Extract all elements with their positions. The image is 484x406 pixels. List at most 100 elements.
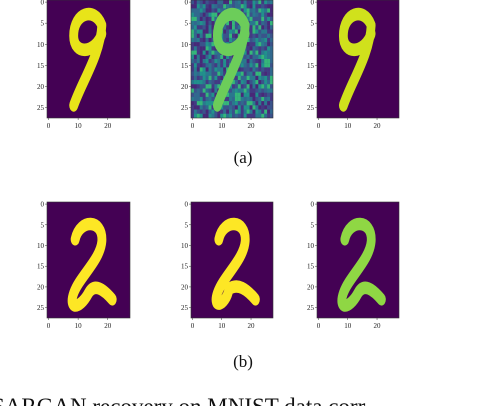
y-tick-label: 0 [41,201,45,209]
noise-pixel [193,0,197,5]
noise-pixel [237,92,241,97]
noise-pixel [214,92,218,97]
noise-pixel [191,88,194,93]
noise-pixel [249,80,253,85]
noise-pixel [237,80,241,85]
noise-pixel [255,25,259,30]
noise-pixel [270,54,273,59]
noise-pixel [232,25,235,30]
image-panel [317,0,399,118]
noise-pixel [202,25,206,30]
noise-pixel [196,101,200,106]
noise-pixel [264,46,268,51]
noise-pixel [191,75,194,81]
noise-pixel [205,80,209,85]
noise-pixel [199,21,203,26]
noise-pixel [220,113,224,118]
y-tick-label: 15 [181,62,189,70]
noise-pixel [208,46,212,51]
noise-pixel [208,101,212,106]
noise-pixel [211,71,215,76]
noise-pixel [191,101,194,106]
noise-pixel [246,80,250,85]
noise-pixel [193,4,197,9]
noise-pixel [249,59,253,64]
noise-pixel [252,113,256,118]
noise-pixel [252,105,256,110]
noise-pixel [270,80,273,85]
noise-pixel [232,84,235,89]
x-tick-label: 0 [191,122,195,130]
noise-pixel [199,37,203,43]
noise-pixel [229,59,232,64]
noise-pixel [234,4,238,9]
noise-pixel [270,16,273,22]
noise-pixel [208,109,212,114]
noise-pixel [208,63,212,68]
noise-pixel [258,84,262,89]
noise-pixel [255,96,259,102]
noise-pixel [240,0,244,5]
noise-pixel [226,109,230,114]
noise-pixel [267,4,271,9]
noise-pixel [267,12,271,17]
noise-pixel [246,0,250,5]
noise-pixel [258,37,262,43]
noise-pixel [258,63,262,68]
noise-pixel [270,46,273,51]
digit-stroke [337,217,386,312]
noise-pixel [258,21,262,26]
noise-pixel [208,4,212,9]
noise-pixel [196,33,200,38]
x-tick-label: 0 [317,322,321,330]
noise-pixel [261,29,265,34]
noise-pixel [258,80,262,85]
x-tick-label: 20 [248,322,256,330]
noise-pixel [264,8,268,13]
y-tick-label: 15 [307,62,315,70]
noise-pixel [232,0,235,5]
noise-pixel [193,101,197,106]
noise-pixel [264,33,268,38]
noise-pixel [199,88,203,93]
y-tick-label: 25 [37,104,45,112]
noise-pixel [205,71,209,76]
noise-pixel [270,105,273,110]
noise-pixel [214,54,218,59]
noise-pixel [249,25,253,30]
y-tick-label: 25 [181,104,189,112]
noise-pixel [270,29,273,34]
noise-pixel [211,92,215,97]
y-tick-label: 20 [37,283,45,291]
noise-pixel [264,12,268,17]
image-panel [47,0,130,118]
noise-pixel [240,8,244,13]
noise-pixel [217,63,221,68]
noise-pixel [255,80,259,85]
noise-pixel [226,113,230,118]
noise-pixel [258,42,262,47]
noise-pixel [223,33,227,38]
noise-pixel [191,25,194,30]
noise-pixel [252,92,256,97]
noise-pixel [264,101,268,106]
noise-pixel [258,113,262,118]
noise-pixel [196,109,200,114]
noise-pixel [229,37,232,43]
noise-pixel [214,67,218,72]
noise-pixel [205,54,209,59]
noise-pixel [226,37,230,43]
noise-pixel [252,21,256,26]
noise-pixel [205,46,209,51]
noise-pixel [223,63,227,68]
noise-pixel [258,101,262,106]
noise-pixel [208,8,212,13]
noise-pixel [229,113,232,118]
noise-pixel [261,25,265,30]
noise-pixel [246,50,250,55]
noise-pixel [243,113,247,118]
noise-pixel [264,63,268,68]
noise-pixel [214,16,218,22]
noise-pixel [226,101,230,106]
noise-pixel [202,0,206,5]
